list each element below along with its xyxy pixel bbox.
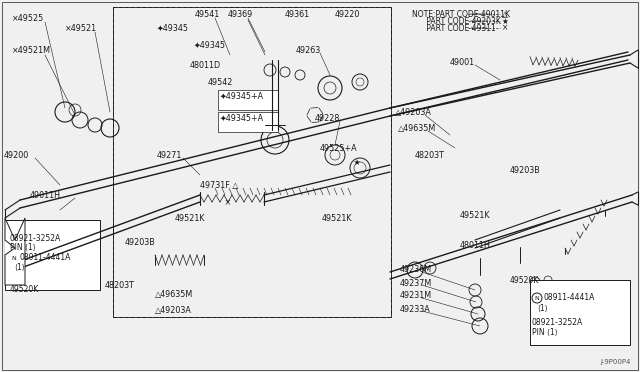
Text: ×49525: ×49525 [12, 13, 44, 22]
Text: 49228: 49228 [315, 113, 340, 122]
Text: 49203B: 49203B [125, 237, 156, 247]
Text: 49001: 49001 [450, 58, 475, 67]
Text: 49233A: 49233A [400, 305, 431, 314]
Text: 49521K: 49521K [322, 214, 353, 222]
Text: 49520K: 49520K [10, 285, 39, 294]
Polygon shape [5, 240, 15, 255]
Text: PIN ⟨1⟩: PIN ⟨1⟩ [10, 243, 36, 252]
Text: 49200: 49200 [4, 151, 29, 160]
Text: 49520K: 49520K [510, 276, 540, 285]
Text: ✦49345+A: ✦49345+A [220, 113, 264, 122]
Text: ×: × [502, 23, 508, 32]
Text: ✦49345: ✦49345 [157, 23, 189, 32]
Text: ×49521M: ×49521M [12, 45, 51, 55]
Text: N: N [534, 295, 540, 301]
Text: PART CODE 49311: PART CODE 49311 [412, 23, 496, 32]
Text: 48203T: 48203T [415, 151, 445, 160]
Circle shape [9, 253, 19, 263]
Text: PIN ⟨1⟩: PIN ⟨1⟩ [532, 328, 557, 337]
Text: 49011H: 49011H [30, 190, 61, 199]
Text: 08911-4441A: 08911-4441A [544, 294, 595, 302]
Text: N: N [12, 256, 17, 260]
Text: 08911-4441A: 08911-4441A [20, 253, 72, 263]
Text: 48011D: 48011D [190, 61, 221, 70]
Text: ⟨1⟩: ⟨1⟩ [537, 304, 548, 312]
Bar [530, 280, 630, 345]
Text: 49731F △: 49731F △ [200, 180, 238, 189]
Text: ✦49345: ✦49345 [194, 41, 226, 49]
Text: ×: × [192, 198, 231, 206]
Text: △49203A: △49203A [155, 305, 192, 314]
Bar [218, 112, 278, 132]
Text: 49369: 49369 [228, 10, 253, 19]
Text: 49542: 49542 [208, 77, 234, 87]
Text: ✦49345+A: ✦49345+A [220, 92, 264, 100]
Text: J-9P00P4: J-9P00P4 [600, 359, 630, 365]
Text: ⟨1⟩: ⟨1⟩ [14, 263, 25, 272]
Text: △49635M: △49635M [398, 124, 436, 132]
Text: 49231M: 49231M [400, 292, 432, 301]
Bar [218, 90, 278, 110]
Text: NOTE:PART CODE 49011K: NOTE:PART CODE 49011K [412, 10, 510, 19]
Bar [113, 7, 391, 317]
Text: ★: ★ [502, 16, 509, 26]
Polygon shape [5, 218, 25, 285]
Text: 49237M: 49237M [400, 279, 432, 288]
Text: 49521K: 49521K [460, 211, 490, 219]
Text: ★: ★ [326, 157, 360, 167]
Circle shape [532, 293, 542, 303]
Text: 48011H: 48011H [460, 241, 491, 250]
Text: 49271: 49271 [157, 151, 182, 160]
Text: △: △ [502, 10, 508, 19]
Text: ×49521: ×49521 [65, 23, 97, 32]
Text: 08921-3252A: 08921-3252A [532, 318, 583, 327]
Text: 49361: 49361 [285, 10, 310, 19]
Text: 49521K: 49521K [175, 214, 205, 222]
Text: 49203B: 49203B [510, 166, 541, 174]
Text: 08921-3252A: 08921-3252A [10, 234, 61, 243]
Bar [5, 220, 100, 290]
Text: 49541: 49541 [195, 10, 220, 19]
Text: 49236M: 49236M [400, 266, 432, 275]
Text: △49203A: △49203A [395, 108, 432, 116]
Text: △49635M: △49635M [155, 291, 193, 299]
Text: 48203T: 48203T [105, 280, 135, 289]
Text: 49263: 49263 [296, 45, 321, 55]
Text: 49525+A: 49525+A [320, 144, 358, 153]
Text: PART CODE 49203K: PART CODE 49203K [412, 16, 501, 26]
Text: 49220: 49220 [335, 10, 360, 19]
